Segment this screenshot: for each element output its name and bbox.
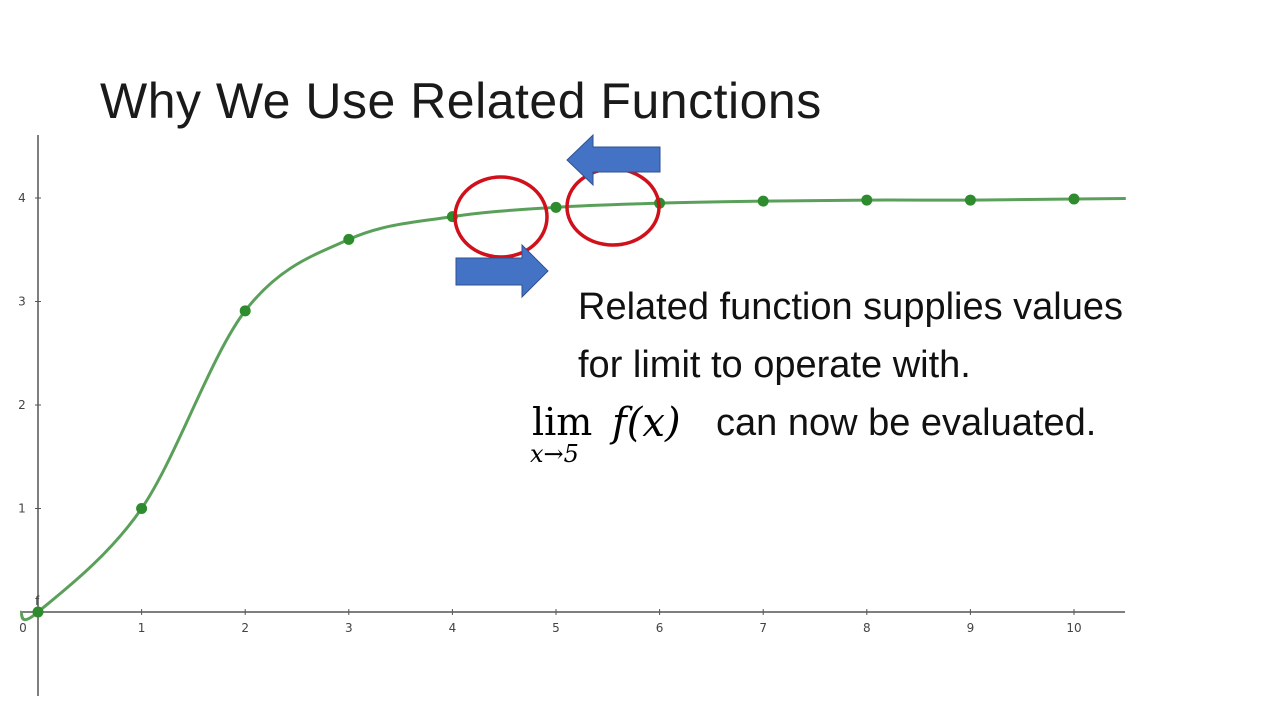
limit-expression: f(x) [612,400,681,446]
arrow-right-icon [455,243,549,299]
data-point [343,233,355,245]
x-tick-label: 1 [138,621,146,635]
x-tick-label: 5 [552,621,560,635]
y-tick-label: 4 [18,191,26,205]
data-point [239,305,251,317]
data-point [1068,193,1080,205]
x-tick-label: 3 [345,621,353,635]
x-tick-label: 0 [19,621,27,635]
x-tick-label: 9 [967,621,975,635]
explanation-line-1: Related function supplies values [578,286,1124,328]
data-point [32,606,44,618]
data-point [964,194,976,206]
limit-subscript: x→5 [530,440,579,468]
x-tick-label: 10 [1066,621,1081,635]
x-tick-label: 4 [449,621,457,635]
y-tick-label: 2 [18,398,26,412]
curve-label: f [35,594,40,608]
y-tick-label: 3 [18,295,26,309]
arrow-left-icon [566,133,661,187]
data-point [550,201,562,213]
highlight-circle-left [453,175,549,259]
data-point [861,194,873,206]
limit-operator: lim [532,400,593,444]
x-tick-label: 2 [241,621,249,635]
x-tick-label: 6 [656,621,664,635]
explanation-line-2: for limit to operate with. [578,344,971,386]
data-point [136,503,148,514]
x-tick-label: 8 [863,621,871,635]
slide-title: Why We Use Related Functions [100,73,822,129]
y-tick-label: 1 [18,502,26,516]
x-tick-label: 7 [759,621,767,635]
data-point [757,195,769,207]
limit-text: can now be evaluated. [716,402,1097,444]
